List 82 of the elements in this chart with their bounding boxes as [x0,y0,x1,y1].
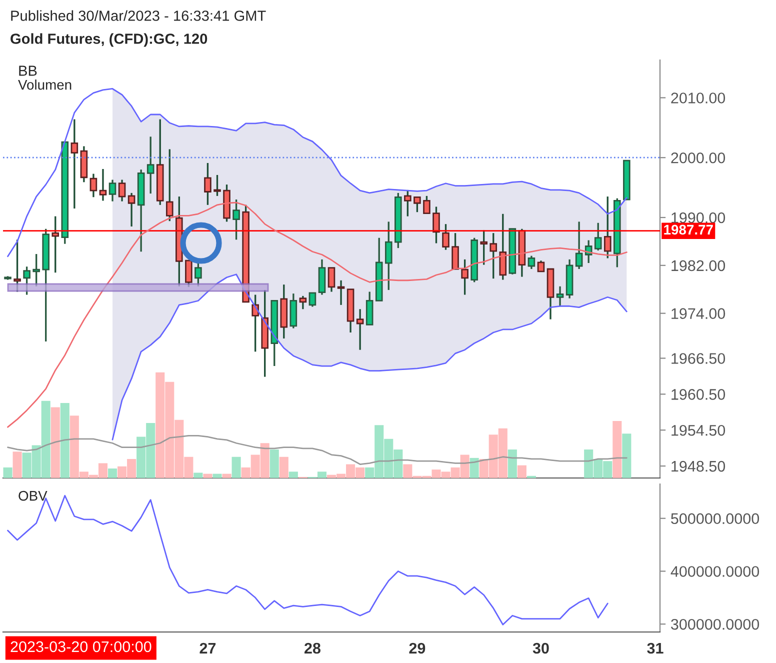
y-tick-label: 1966.50 [672,353,726,364]
candlestick [461,258,468,296]
annotation: BB [19,66,37,76]
bar [508,449,517,478]
bar [279,456,288,478]
bar [622,434,632,478]
bar [270,449,279,478]
y-tick-label: 1990.00 [672,212,726,224]
chart-title: Gold Futures, (CFD):GC, 120 [10,33,208,47]
candlestick [499,213,507,281]
y-tick-label: 1948.50 [672,460,726,472]
candlestick [414,196,421,213]
x-tick-label: 31 [647,642,664,654]
candlestick [384,220,392,291]
y-tick-label: 1982.00 [672,260,726,272]
candlestick [308,292,316,308]
candlestick [537,260,545,272]
y-tick-label: 1974.00 [672,308,726,319]
candlestick [604,196,612,260]
text: Published 30/Mar/2023 - 16:33:41 GMT [11,10,266,21]
candlestick [423,195,430,214]
candlestick [528,254,536,270]
candlestick [337,280,345,306]
candlestick [232,198,240,240]
candlestick [14,238,21,293]
candlestick [70,118,78,210]
bar [288,472,298,478]
bar [194,472,203,478]
candlestick [166,148,174,222]
y-tick-label: 500000.0000 [671,513,760,524]
bar [12,452,22,478]
y-tick-label: 1954.50 [672,424,726,436]
ref-line-label: 1987.77 [664,224,713,235]
line-series [112,274,628,440]
bar [612,420,622,478]
line-series [7,202,628,428]
x-tick-label: 28 [304,642,320,654]
annotation: OBV [18,490,48,501]
x-tick-label: 30 [532,642,549,654]
candlestick [575,220,583,270]
candlestick [432,206,440,244]
bar [212,474,222,478]
candlestick [99,168,107,202]
text: 2023-03-20 07:00:00 [10,641,152,652]
candlestick [356,308,364,351]
candlestick [366,290,374,326]
bar [232,456,241,478]
y-tick-label: 2000.00 [671,152,726,164]
candlestick [52,215,60,274]
candlestick [452,232,459,270]
bar [203,474,212,478]
bar [50,407,60,478]
bar [3,467,12,478]
y-tick-label: 2010.00 [671,92,726,104]
bar [517,465,526,478]
bar [470,458,479,478]
candlestick [404,189,412,218]
y-tick-label: 300000.0000 [671,618,760,630]
x-tick-label: 29 [409,642,426,654]
bar [108,468,118,478]
candlestick [480,229,488,266]
candlestick [556,286,564,308]
bar [60,402,70,478]
candlestick [490,232,498,280]
y-tick-label: 1960.50 [672,389,726,400]
candlestick [90,172,98,198]
candlestick [328,266,336,293]
candlestick [118,178,126,202]
line-series [7,88,628,258]
candlestick [128,192,136,228]
y-tick-label: 400000.0000 [670,566,760,577]
candlestick [204,162,212,206]
candlestick [146,136,154,194]
candlestick [299,295,307,310]
candlestick [594,222,602,252]
candlestick [108,178,116,202]
annotation: Volumen [18,80,72,90]
candlestick [214,174,221,197]
bar [222,474,232,478]
x-tick-label: 27 [200,642,216,654]
candlestick [442,223,450,251]
candlestick [252,294,259,352]
